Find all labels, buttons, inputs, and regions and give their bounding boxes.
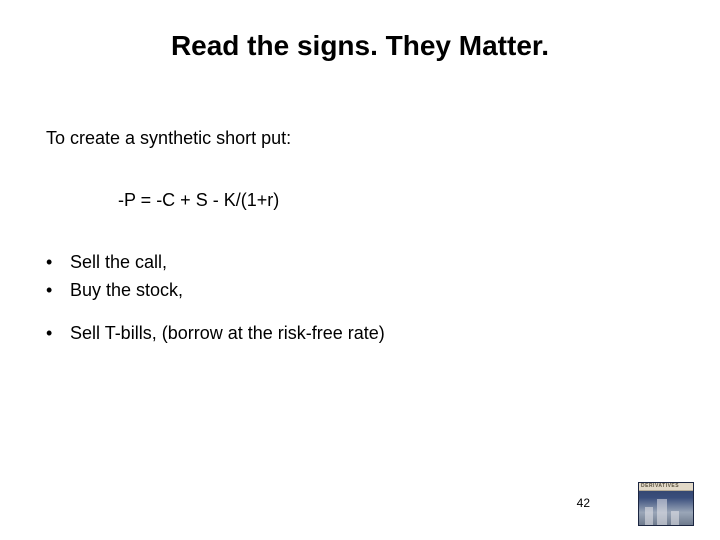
list-item: Buy the stock, (46, 278, 385, 302)
slide: Read the signs. They Matter. To create a… (0, 0, 720, 540)
list-item: Sell the call, (46, 250, 385, 274)
thumbnail-header: DERIVATIVES (639, 483, 693, 491)
bullet-list: Sell the call, Buy the stock, Sell T-bil… (46, 250, 385, 349)
slide-title: Read the signs. They Matter. (0, 30, 720, 62)
list-gap (46, 307, 385, 321)
thumbnail-shape (645, 507, 653, 526)
thumbnail-shape (671, 511, 679, 526)
intro-text: To create a synthetic short put: (46, 128, 291, 149)
thumbnail-shape (657, 499, 667, 526)
thumbnail-body (639, 491, 693, 526)
page-number: 42 (577, 496, 590, 510)
thumbnail-label: DERIVATIVES (639, 483, 693, 490)
book-thumbnail: DERIVATIVES (638, 482, 694, 526)
list-item: Sell T-bills, (borrow at the risk-free r… (46, 321, 385, 345)
formula-text: -P = -C + S - K/(1+r) (118, 190, 279, 211)
